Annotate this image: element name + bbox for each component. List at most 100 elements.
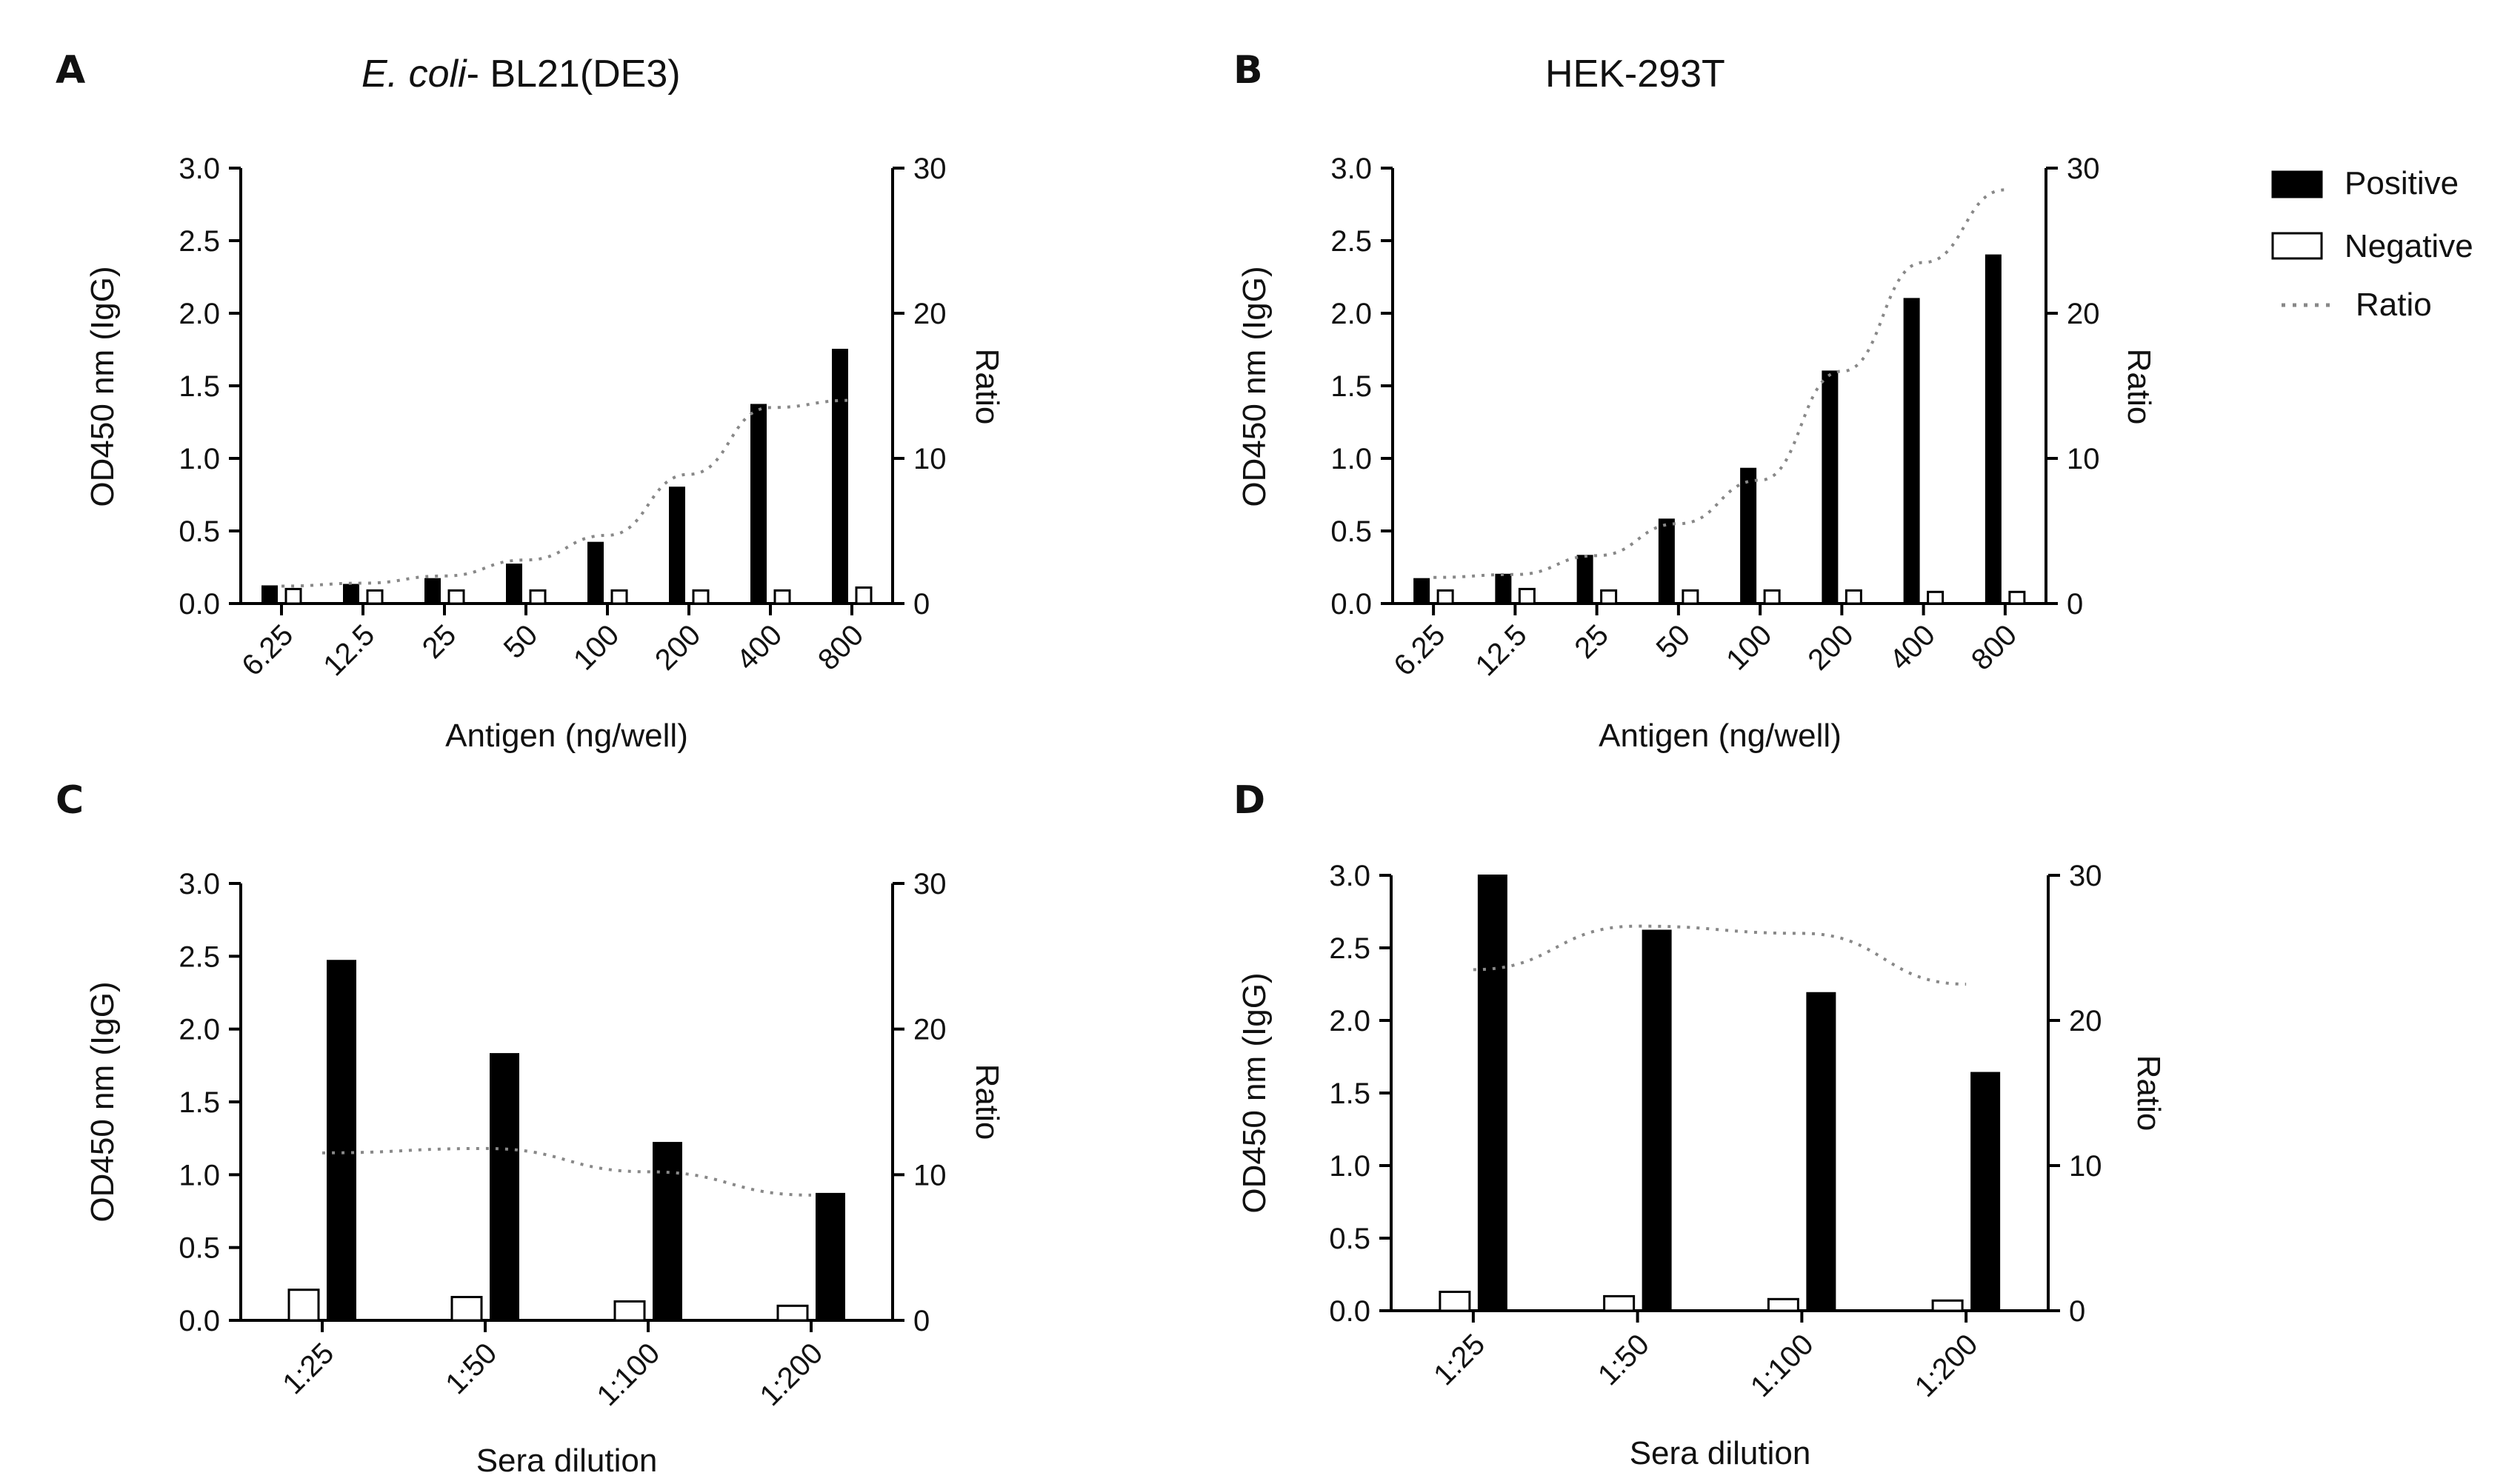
y-tick-label-left: 0.0	[179, 588, 220, 621]
y-tick-label-left: 1.0	[1330, 443, 1372, 475]
bar-negative	[447, 589, 465, 605]
y-tick-label-left: 2.5	[1329, 932, 1370, 965]
y-axis-title-left: OD450 nm (IgG)	[84, 981, 121, 1222]
y-tick-label-left: 1.0	[1329, 1150, 1370, 1183]
x-tick-label: 1:100	[590, 1337, 666, 1412]
panel-d: D 0.0 0.5 1.0 1.5 2.0 2.5 3.0 0 10 20 30 1:25 1:50 1:…	[1233, 778, 2167, 1471]
bar-positive	[750, 404, 767, 604]
x-tick-label: 25	[1568, 618, 1615, 665]
y-tick-label-left: 3.0	[1329, 860, 1370, 892]
bar-negative	[692, 589, 710, 605]
y-tick-label-right: 30	[913, 153, 947, 185]
legend-positive-swatch	[2271, 170, 2323, 198]
y-tick-label-right: 30	[2069, 860, 2102, 892]
bar-positive	[1477, 875, 1507, 1311]
y-tick-label-left: 1.5	[1330, 370, 1372, 403]
bar-negative	[450, 1296, 483, 1322]
y-tick-label-left: 1.5	[179, 370, 220, 403]
bar-negative	[1931, 1299, 1964, 1312]
bar-positive	[1806, 992, 1836, 1311]
ratio-line	[1473, 924, 1967, 986]
y-tick-label-left: 2.0	[179, 1014, 220, 1046]
y-tick-label-left: 1.5	[179, 1086, 220, 1119]
x-tick-label: 12.5	[317, 618, 381, 682]
x-tick-label: 200	[1802, 618, 1859, 676]
y-axis-title-right: Ratio	[2121, 349, 2157, 425]
bar-positive	[1970, 1072, 2001, 1312]
bar-negative	[1600, 589, 1618, 605]
x-axis-title: Sera dilution	[1630, 1435, 1811, 1471]
bar-positive	[490, 1053, 519, 1321]
x-tick-label: 1:200	[1909, 1328, 1985, 1403]
x-tick-label: 100	[1720, 618, 1778, 676]
x-tick-label: 6.25	[1387, 618, 1451, 682]
y-tick-label-left: 3.0	[179, 868, 220, 900]
x-tick-label: 1:25	[276, 1337, 340, 1400]
bar-negative	[610, 589, 628, 605]
panel-letter-a: A	[56, 48, 85, 93]
y-tick-label-left: 2.5	[1330, 225, 1372, 258]
legend-positive-label: Positive	[2345, 165, 2459, 201]
y-tick-label-right: 0	[913, 588, 930, 621]
bar-negative	[776, 1304, 809, 1322]
panel-a-title: E. coli- BL21(DE3)	[361, 53, 681, 96]
y-tick-label-right: 10	[913, 443, 947, 475]
bar-positive	[261, 585, 278, 604]
plot-c: 0.0 0.5 1.0 1.5 2.0 2.5 3.0 0 10 20 30 1:25 1:50 1:10…	[84, 868, 1005, 1479]
bar-positive	[327, 960, 356, 1321]
bar-positive	[1413, 578, 1430, 604]
x-axis-title: Antigen (ng/well)	[1599, 718, 1842, 754]
bar-negative	[1439, 1291, 1471, 1312]
bar-negative	[1767, 1297, 1799, 1312]
x-tick-label: 50	[498, 618, 544, 665]
x-tick-label: 1:200	[753, 1337, 829, 1412]
y-tick-label-left: 1.5	[1329, 1077, 1370, 1110]
panel-b: B HEK-293T 0.0 0.5 1.0 1.5 2.0 2.5 3.0 0 10 20 30 6…	[1233, 48, 2157, 754]
bar-positive	[506, 564, 522, 605]
bar-negative	[773, 589, 791, 605]
bar-positive	[1642, 929, 1672, 1311]
y-tick-label-left: 2.0	[1329, 1005, 1370, 1037]
y-tick-label-right: 10	[2067, 443, 2100, 475]
x-tick-label: 1:100	[1744, 1328, 1820, 1403]
bar-positive	[1658, 518, 1675, 605]
y-tick-label-right: 30	[913, 868, 947, 900]
bar-negative	[529, 589, 547, 605]
x-tick-label: 1:25	[1427, 1328, 1491, 1391]
ratio-line	[321, 1146, 812, 1197]
bar-positive	[1985, 254, 2002, 604]
panel-letter-b: B	[1233, 48, 1263, 93]
y-tick-label-left: 0.5	[1329, 1223, 1370, 1255]
bar-negative	[1927, 590, 1945, 605]
legend: Positive Negative Ratio	[2271, 165, 2473, 323]
bar-negative	[855, 586, 873, 605]
x-tick-label: 50	[1650, 618, 1697, 665]
x-tick-label: 1:50	[1592, 1328, 1656, 1391]
bar-negative	[366, 589, 384, 605]
panel-a-title-italic: E. coli	[361, 53, 467, 96]
bar-positive	[1740, 467, 1757, 604]
legend-negative-label: Negative	[2345, 228, 2473, 264]
y-tick-label-right: 30	[2067, 153, 2100, 185]
bar-negative	[1844, 589, 1862, 605]
x-tick-label: 25	[416, 618, 463, 665]
x-tick-label: 1:50	[439, 1337, 503, 1400]
y-tick-label-right: 0	[913, 1305, 930, 1337]
bar-negative	[284, 587, 302, 605]
y-tick-label-left: 0.0	[1330, 588, 1372, 621]
panel-b-title: HEK-293T	[1545, 53, 1725, 96]
y-tick-label-right: 0	[2069, 1295, 2085, 1328]
y-tick-label-left: 2.5	[179, 940, 220, 973]
y-tick-label-left: 0.5	[179, 1232, 220, 1265]
y-axis-title-right: Ratio	[969, 349, 1005, 425]
legend-negative-swatch	[2271, 232, 2323, 260]
bar-positive	[1576, 555, 1593, 605]
y-tick-label-left: 2.0	[179, 298, 220, 330]
panel-letter-d: D	[1233, 778, 1265, 823]
panel-a: A E. coli- BL21(DE3) 0.0 0.5 1.0 1.5 2.0 2.5 3…	[56, 48, 1005, 754]
panel-a-title-rest: - BL21(DE3)	[467, 53, 681, 96]
y-tick-label-left: 3.0	[1330, 153, 1372, 185]
bar-positive	[424, 578, 441, 604]
bar-positive	[587, 541, 604, 604]
y-tick-label-left: 0.0	[179, 1305, 220, 1337]
